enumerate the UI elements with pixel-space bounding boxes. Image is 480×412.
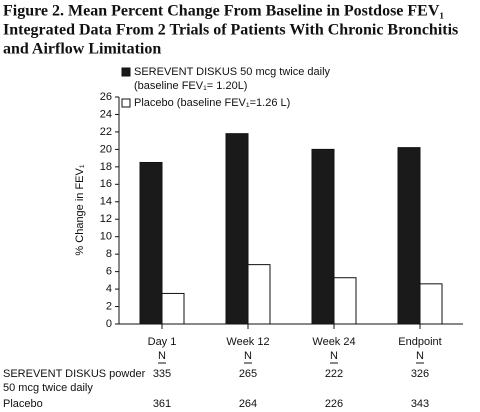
y-tick-label: 10 [100,231,112,243]
x-tick-label: Endpoint [398,336,441,348]
legend-label: Placebo (baseline FEV₁=1.26 L) [134,97,290,109]
y-tick-label: 20 [100,143,112,155]
y-tick-label: 26 [100,91,112,103]
n-value: 343 [411,398,429,410]
legend-label: (baseline FEV₁= 1.20L) [134,80,247,92]
y-tick-label: 0 [106,318,112,330]
legend-swatch [121,98,131,108]
n-value: 265 [239,368,257,380]
bar [419,283,443,325]
chart-title: Figure 2. Mean Percent Change From Basel… [3,3,444,20]
y-tick-label: 2 [106,300,112,312]
bar [225,133,249,325]
n-header: N [416,350,424,362]
y-tick-label: 14 [100,196,112,208]
legend-label: SEREVENT DISKUS 50 mcg twice daily [134,66,331,78]
n-value: 226 [325,398,343,410]
x-tick-label: Week 12 [226,336,269,348]
y-tick-label: 4 [106,283,112,295]
bar [311,148,335,325]
n-value: 361 [153,398,171,410]
y-tick-label: 12 [100,213,112,225]
bar [397,147,421,325]
n-header: N [244,350,252,362]
bar [247,264,271,325]
y-tick-label: 8 [106,248,112,260]
row-label: SEREVENT DISKUS powder [3,368,146,380]
n-value: 222 [325,368,343,380]
bar [161,292,185,325]
bar [333,277,357,325]
n-value: 326 [411,368,429,380]
bar [139,161,163,325]
y-tick-label: 24 [100,108,112,120]
x-tick-label: Week 24 [312,336,355,348]
y-axis-label: % Change in FEV₁ [74,164,86,255]
x-tick-label: Day 1 [148,336,177,348]
n-header: N [158,350,166,362]
n-header: N [330,350,338,362]
legend-swatch [121,67,131,77]
y-tick-label: 6 [106,266,112,278]
chart-title: and Airflow Limitation [3,41,161,58]
n-value: 335 [153,368,171,380]
row-label: 50 mcg twice daily [3,382,93,394]
y-tick-label: 16 [100,178,112,190]
n-value: 264 [239,398,257,410]
chart-title: Integrated Data From 2 Trials of Patient… [3,22,458,39]
y-tick-label: 22 [100,126,112,138]
y-tick-label: 18 [100,161,112,173]
row-label: Placebo [3,398,43,410]
